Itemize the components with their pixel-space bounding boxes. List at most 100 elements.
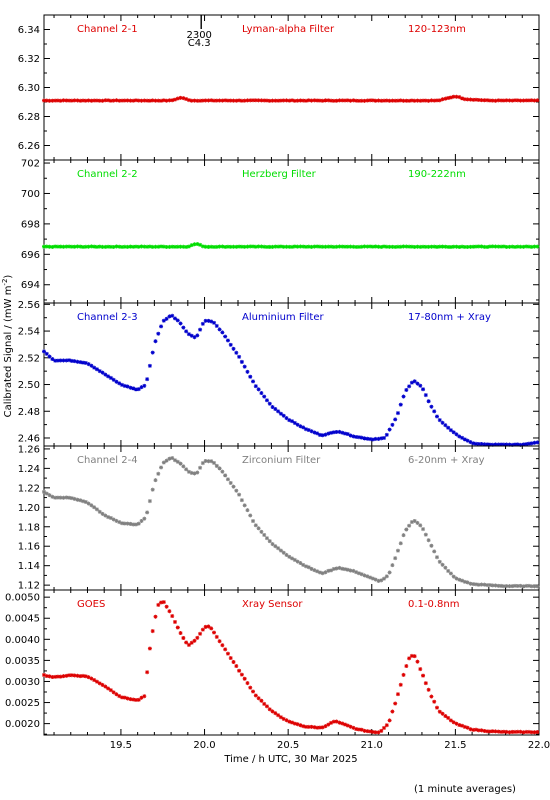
data-point [446,244,451,249]
data-point [67,673,72,678]
data-point [329,98,334,103]
x-tick-label: 19.5 [110,740,132,751]
data-point [398,98,403,103]
data-point [457,434,462,439]
data-point [510,729,515,734]
data-point [487,98,492,103]
data-point [359,435,364,440]
y-tick-label: 1.20 [18,503,40,514]
data-point [181,244,186,249]
data-point [312,568,317,573]
data-point [167,314,172,319]
data-point [78,360,83,365]
data-point [401,672,406,677]
y-tick-label: 694 [21,280,40,291]
data-point [128,98,133,103]
data-series [42,313,540,447]
data-point [518,583,523,588]
data-point [120,382,125,387]
data-point [446,568,451,573]
data-point [237,98,242,103]
data-point [69,673,74,678]
data-point [504,584,509,589]
data-point [69,358,74,363]
data-point [131,386,136,391]
data-point [44,98,49,103]
data-point [290,98,295,103]
data-point [122,383,127,388]
data-point [53,244,58,249]
data-point [532,244,537,249]
data-point [248,374,253,379]
data-point [329,244,334,249]
wavelength-label: 120-123nm [408,24,466,35]
data-point [186,642,191,647]
data-point [170,456,175,461]
panel-frame [43,589,540,736]
data-point [262,98,267,103]
data-point [354,434,359,439]
data-point [415,381,420,386]
data-point [409,520,414,525]
data-point [239,359,244,364]
data-point [145,98,150,103]
data-point [284,244,289,249]
y-tick-label: 2.52 [18,353,40,364]
data-point [365,98,370,103]
data-point [131,697,136,702]
data-point [393,556,398,561]
data-point [147,98,152,103]
data-point [306,98,311,103]
data-point [376,730,381,735]
data-point [485,244,490,249]
data-point [423,681,428,686]
data-point [75,98,80,103]
data-point [217,98,222,103]
data-point [153,244,158,249]
data-point [526,583,531,588]
data-point [354,244,359,249]
data-point [117,98,122,103]
data-point [412,98,417,103]
data-point [248,98,253,103]
data-point [251,379,256,384]
data-point [340,721,345,726]
data-point [404,664,409,669]
data-point [323,724,328,729]
data-point [499,729,504,734]
data-point [298,723,303,728]
data-point [373,244,378,249]
data-point [122,98,127,103]
data-point [471,727,476,732]
data-point [387,244,392,249]
data-point [223,334,228,339]
data-point [198,242,203,247]
data-point [178,95,183,100]
data-point [262,532,267,537]
data-point [103,372,108,377]
data-point [460,96,465,101]
data-point [228,98,233,103]
data-point [251,689,256,694]
data-point [164,98,169,103]
data-point [518,98,523,103]
data-point [175,459,180,464]
data-point [440,244,445,249]
flare-marker-class: C4.3 [188,38,211,49]
data-point [446,715,451,720]
data-point [262,244,267,249]
data-point [72,673,77,678]
data-point [535,584,540,589]
data-point [376,98,381,103]
data-point [354,570,359,575]
data-point [100,244,105,249]
data-point [44,244,49,249]
data-point [334,98,339,103]
data-point [147,244,152,249]
data-point [303,427,308,432]
data-point [462,724,467,729]
data-point [393,417,398,422]
data-point [53,98,58,103]
data-point [529,441,534,446]
data-point [490,98,495,103]
